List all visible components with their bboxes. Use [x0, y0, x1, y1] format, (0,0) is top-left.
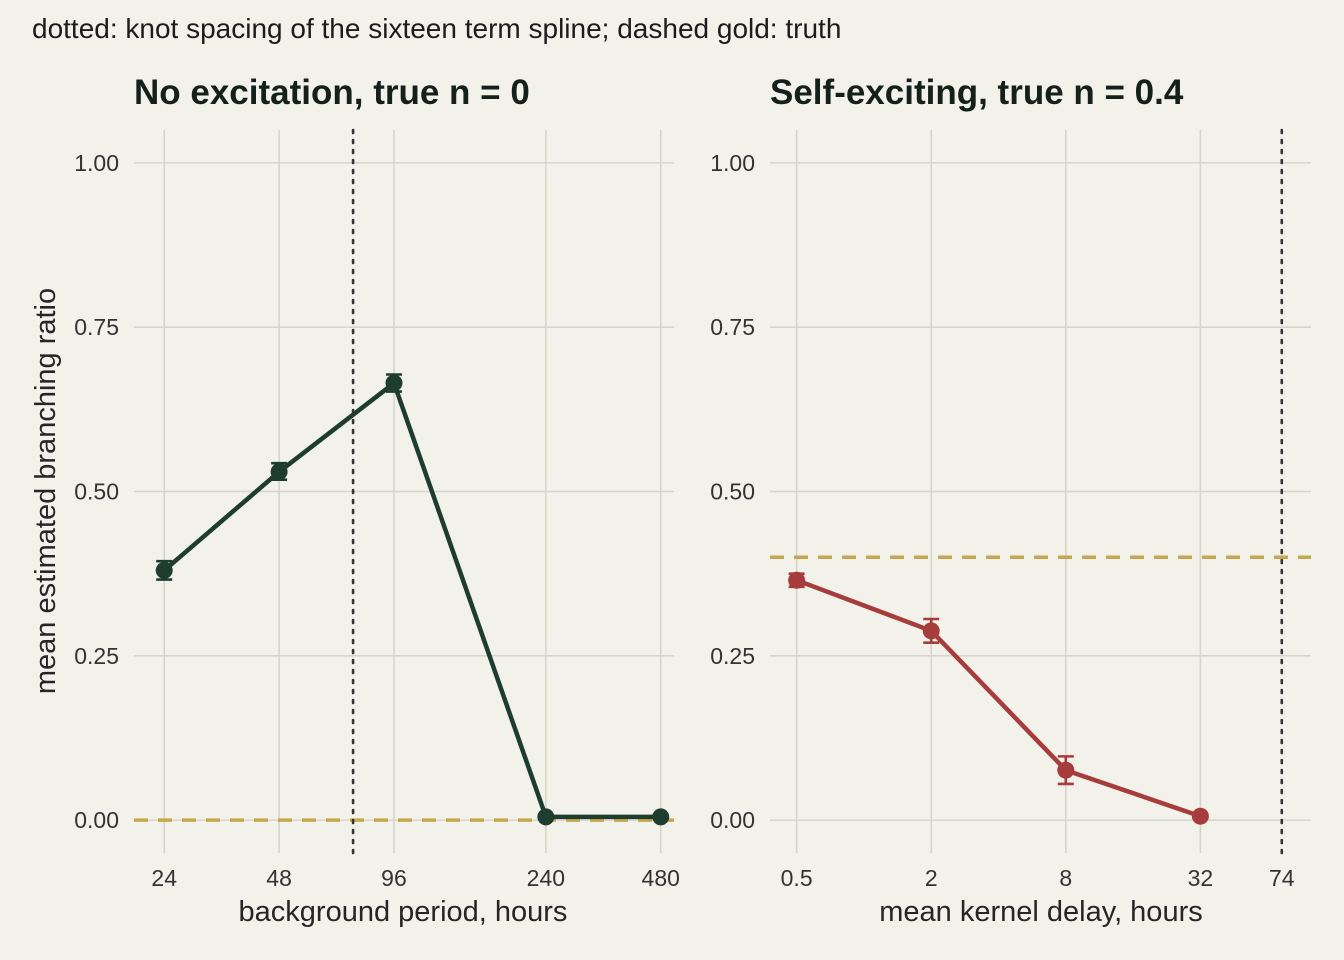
y-tick-label: 0.00: [710, 807, 755, 833]
series-line: [795, 578, 1202, 819]
x-tick-label: 240: [527, 865, 565, 891]
x-tick-label: 32: [1188, 865, 1214, 891]
y-tick-labels: 0.00 0.25 0.50 0.75 1.00: [74, 150, 119, 833]
reference-lines: [770, 128, 1311, 855]
x-tick-label: 0.5: [781, 865, 813, 891]
data-marks: [788, 571, 1209, 825]
data-point: [652, 808, 670, 826]
x-axis-label: mean kernel delay, hours: [879, 896, 1202, 928]
data-point: [922, 622, 940, 640]
panel-self-exciting: Self-exciting, true n = 0.4 0.000.250.50…: [710, 73, 1311, 928]
panel-title: No excitation, true n = 0: [134, 73, 530, 112]
y-tick-label: 0.75: [74, 314, 119, 340]
y-tick-label: 0.75: [710, 314, 755, 340]
x-tick-labels: 0.5 2 8 32 74: [781, 865, 1295, 891]
x-tick-labels: 24 48 96 240 480: [151, 865, 679, 891]
panel-no-excitation: No excitation, true n = 0 0.000.250.500.…: [30, 73, 680, 928]
x-tick-label: 2: [925, 865, 938, 891]
y-tick-labels: 0.00 0.25 0.50 0.75 1.00: [710, 150, 755, 833]
data-point: [155, 561, 173, 579]
y-tick-label: 0.50: [710, 479, 755, 505]
data-point: [1191, 807, 1209, 825]
panel-title: Self-exciting, true n = 0.4: [770, 73, 1184, 112]
reference-lines: [134, 128, 674, 855]
data-marks: [155, 373, 670, 826]
y-tick-label: 0.50: [74, 479, 119, 505]
x-tick-label: 480: [642, 865, 680, 891]
figure-caption: dotted: knot spacing of the sixteen term…: [32, 13, 841, 44]
data-point: [1057, 761, 1075, 779]
data-point: [537, 808, 555, 826]
x-tick-label: 8: [1059, 865, 1072, 891]
grid: [134, 130, 674, 853]
x-tick-label: 96: [381, 865, 407, 891]
data-point: [270, 463, 288, 481]
data-point: [788, 571, 806, 589]
y-tick-label: 1.00: [710, 150, 755, 176]
grid: [770, 130, 1311, 853]
x-tick-label: 48: [266, 865, 292, 891]
y-tick-label: 0.25: [710, 643, 755, 669]
x-tick-label: 24: [151, 865, 177, 891]
data-point: [385, 374, 403, 392]
x-axis-label: background period, hours: [239, 896, 568, 928]
y-tick-label: 1.00: [74, 150, 119, 176]
y-tick-label: 0.00: [74, 807, 119, 833]
x-tick-label: 74: [1269, 865, 1295, 891]
y-axis-label: mean estimated branching ratio: [30, 288, 62, 694]
y-tick-label: 0.25: [74, 643, 119, 669]
